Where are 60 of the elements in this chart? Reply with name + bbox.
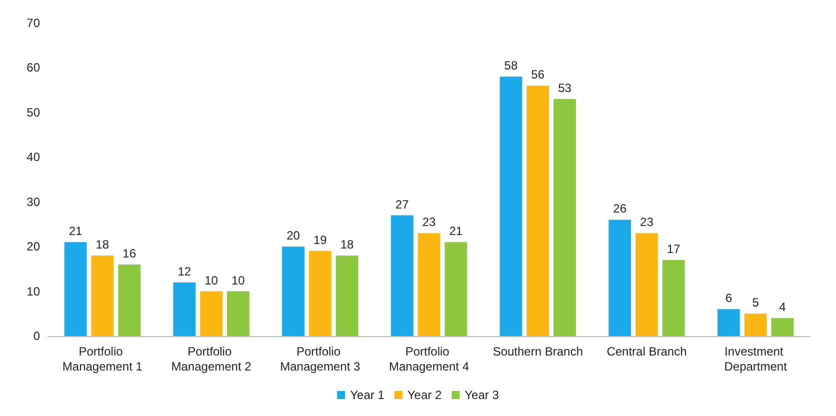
bar <box>636 233 658 336</box>
y-tick-label: 50 <box>26 105 40 120</box>
x-tick-label: Portfolio Management 4 <box>388 344 470 374</box>
bar <box>282 246 304 336</box>
bar <box>308 251 332 336</box>
data-label: 20 <box>286 228 300 243</box>
data-label: 4 <box>779 300 786 314</box>
bar <box>662 260 685 336</box>
bar <box>390 215 414 336</box>
data-label: 19 <box>313 233 328 248</box>
y-tick-label: 20 <box>26 240 40 254</box>
data-label: 16 <box>122 246 136 260</box>
y-tick-label: 0 <box>33 329 40 343</box>
bar <box>226 291 250 336</box>
x-tick-label: Portfolio Management 1 <box>62 344 143 374</box>
bar <box>717 309 740 336</box>
y-tick-label: 70 <box>26 16 40 30</box>
legend-label: Year 3 <box>464 388 500 402</box>
bar <box>418 233 440 336</box>
data-label: 27 <box>395 197 410 212</box>
x-tick-label: Investment Department <box>724 344 788 374</box>
y-tick-label: 60 <box>26 60 40 75</box>
bar <box>200 291 222 336</box>
bar <box>771 318 794 336</box>
bar <box>64 242 87 336</box>
y-tick-label: 10 <box>26 284 40 298</box>
bar <box>554 99 576 336</box>
data-label: 21 <box>449 224 463 238</box>
data-label: 23 <box>640 215 654 230</box>
x-tick-label: Portfolio Management 2 <box>171 344 252 374</box>
data-label: 18 <box>96 238 110 252</box>
y-tick-label: 40 <box>26 150 40 164</box>
bar <box>500 76 522 336</box>
data-label: 56 <box>531 68 545 82</box>
data-label: 5 <box>752 296 760 310</box>
data-label: 6 <box>725 291 732 306</box>
bar <box>608 220 632 336</box>
data-label: 21 <box>68 224 83 238</box>
data-label: 12 <box>178 264 192 278</box>
bar <box>526 86 550 336</box>
legend-label: Year 1 <box>350 388 385 402</box>
data-label: 26 <box>613 202 627 216</box>
data-label: 10 <box>204 273 218 288</box>
bar <box>118 264 141 336</box>
bar <box>444 242 468 336</box>
data-label: 10 <box>232 273 246 288</box>
x-tick-label: Central Branch <box>606 344 687 358</box>
y-tick-label: 30 <box>26 194 40 209</box>
data-label: 23 <box>422 215 436 230</box>
legend-label: Year 2 <box>407 388 442 402</box>
x-tick-label: Portfolio Management 3 <box>280 344 360 374</box>
bar <box>91 256 114 336</box>
bar <box>173 282 196 336</box>
bar <box>744 314 767 336</box>
data-label: 17 <box>666 242 681 256</box>
bar <box>336 256 358 336</box>
x-tick-label: Southern Branch <box>492 344 583 358</box>
data-label: 18 <box>340 238 354 252</box>
data-label: 58 <box>504 58 518 73</box>
data-label: 53 <box>558 81 572 96</box>
